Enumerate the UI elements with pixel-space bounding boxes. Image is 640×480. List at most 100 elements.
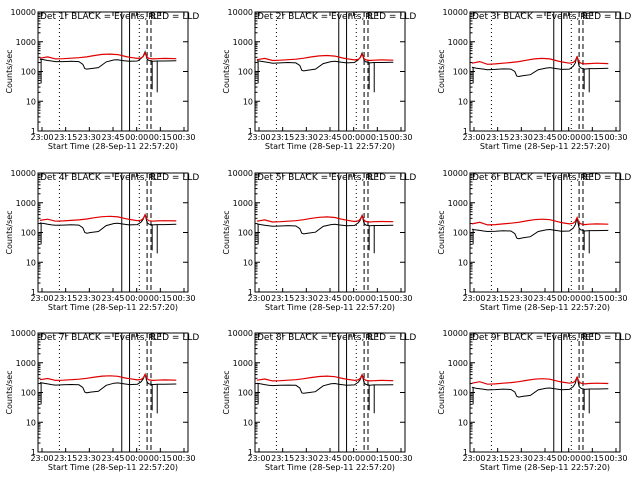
x-tick-label: 23:00	[247, 454, 270, 463]
events-line	[39, 213, 177, 234]
y-tick-label: 1000	[448, 199, 468, 208]
x-tick-label: 23:30	[78, 294, 101, 303]
x-tick-label: 23:30	[78, 454, 101, 463]
x-tick-label: 00:15	[581, 454, 604, 463]
x-tick-label: 23:00	[247, 294, 270, 303]
y-axis-label: Counts/sec	[5, 49, 14, 93]
x-tick-label: 23:00	[30, 294, 53, 303]
y-axis-label: Counts/sec	[5, 210, 14, 254]
annotation-l: L	[370, 173, 375, 182]
x-tick-label: 23:45	[533, 133, 556, 142]
x-tick-label: 23:15	[54, 133, 77, 142]
annotation-r: R	[365, 173, 371, 182]
y-tick-label: 1	[31, 127, 36, 136]
lld-line	[471, 375, 609, 385]
events-line	[471, 218, 609, 240]
annotation-l: L	[370, 12, 375, 21]
annotation-r: R	[148, 333, 154, 342]
annotation-l: L	[370, 333, 375, 342]
y-tick-label: 1	[31, 288, 36, 297]
x-tick-label: 00:15	[366, 133, 389, 142]
panel-8: Det 8r BLACK = Events, RED = LLD 23:00 23:…	[222, 329, 416, 472]
x-tick-label: 00:15	[366, 294, 389, 303]
annotation-f: F	[131, 173, 136, 182]
y-tick-label: 100	[238, 68, 253, 77]
x-tick-label: 23:15	[271, 133, 294, 142]
plot-frame	[37, 332, 189, 453]
y-tick-label: 10	[458, 258, 468, 267]
x-tick-label: 00:00	[342, 133, 365, 142]
y-axis-label: Counts/sec	[437, 370, 446, 414]
x-tick-label: 23:30	[510, 454, 533, 463]
panel-title: Det 5r BLACK = Events, RED = LLD	[257, 173, 416, 183]
y-tick-label: 10	[243, 418, 253, 427]
y-tick-label: 10000	[11, 329, 36, 338]
x-axis-label: Start Time (28-Sep-11 22:57:20)	[480, 463, 610, 472]
y-tick-label: 1	[31, 448, 36, 457]
x-tick-label: 00:30	[389, 133, 412, 142]
y-tick-label: 10	[26, 97, 36, 106]
x-tick-label: 00:15	[149, 133, 172, 142]
x-tick-label: 00:15	[149, 294, 172, 303]
x-tick-label: 23:45	[101, 294, 124, 303]
annotation-f: F	[131, 333, 136, 342]
y-tick-label: 1000	[233, 199, 253, 208]
x-tick-label: 00:30	[604, 133, 627, 142]
y-tick-label: 1000	[448, 359, 468, 368]
y-tick-label: 100	[21, 68, 36, 77]
lld-line	[39, 373, 177, 382]
x-tick-label: 23:45	[318, 133, 341, 142]
events-line	[39, 50, 177, 70]
panel-title: Det 8r BLACK = Events, RED = LLD	[257, 333, 416, 343]
events-line	[256, 51, 394, 72]
x-tick-label: 00:00	[125, 454, 148, 463]
x-tick-label: 23:00	[30, 133, 53, 142]
lld-line	[471, 55, 609, 65]
y-tick-label: 1	[463, 127, 468, 136]
y-tick-label: 1000	[16, 38, 36, 47]
y-axis-label: Counts/sec	[437, 210, 446, 254]
y-tick-label: 10	[26, 418, 36, 427]
annotation-r: R	[580, 333, 586, 342]
y-axis-label: Counts/sec	[437, 49, 446, 93]
annotation-r: R	[148, 173, 154, 182]
plot-frame	[469, 172, 621, 293]
y-axis-label: Counts/sec	[5, 370, 14, 414]
lld-line	[256, 373, 394, 382]
x-tick-label: 23:30	[295, 294, 318, 303]
x-tick-label: 23:45	[101, 454, 124, 463]
x-tick-label: 23:00	[462, 294, 485, 303]
x-axis-label: Start Time (28-Sep-11 22:57:20)	[265, 463, 395, 472]
y-tick-label: 100	[453, 389, 468, 398]
plot-frame	[254, 11, 406, 132]
y-tick-label: 10000	[443, 329, 468, 338]
annotation-e: E	[585, 333, 590, 342]
y-tick-label: 10000	[228, 329, 253, 338]
x-tick-label: 00:30	[389, 454, 412, 463]
y-axis-label: Counts/sec	[222, 370, 231, 414]
annotation-l: L	[153, 12, 158, 21]
x-tick-label: 23:45	[101, 133, 124, 142]
x-tick-label: 23:15	[271, 454, 294, 463]
y-tick-label: 1	[463, 288, 468, 297]
x-tick-label: 23:00	[462, 133, 485, 142]
y-tick-label: 10000	[228, 169, 253, 178]
x-tick-label: 23:30	[78, 133, 101, 142]
x-tick-label: 23:30	[510, 294, 533, 303]
x-tick-label: 23:30	[510, 133, 533, 142]
annotation-r: R	[365, 12, 371, 21]
x-axis-label: Start Time (28-Sep-11 22:57:20)	[265, 303, 395, 312]
x-tick-label: 00:30	[604, 294, 627, 303]
x-tick-label: 23:45	[533, 454, 556, 463]
x-tick-label: 23:00	[462, 454, 485, 463]
x-tick-label: 23:45	[533, 294, 556, 303]
annotation-e: E	[585, 173, 590, 182]
lld-line	[256, 52, 394, 62]
y-tick-label: 10	[243, 97, 253, 106]
y-tick-label: 1	[248, 448, 253, 457]
x-tick-label: 23:45	[318, 294, 341, 303]
